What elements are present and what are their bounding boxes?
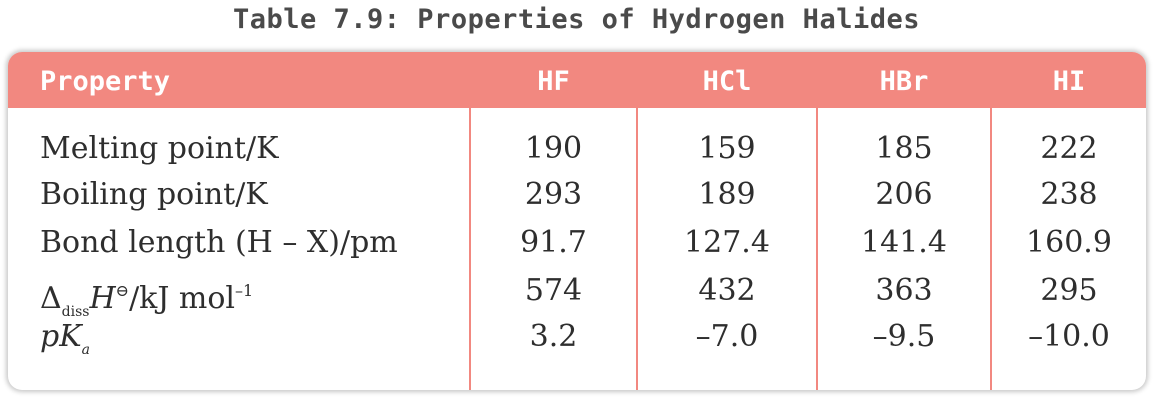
table-cell: 222 (1040, 131, 1098, 166)
table-cell: –7.0 (695, 319, 759, 354)
table-cell: 238 (1040, 177, 1098, 212)
table-cell: 295 (1040, 273, 1098, 308)
column-header-property: Property (40, 66, 171, 97)
table-header-row: Property HF HCl HBr HI (8, 52, 1146, 108)
table-cell: 91.7 (520, 225, 587, 260)
table-row: ΔdissH⊖/kJ mol–1 574 432 363 295 (8, 268, 1146, 320)
column-header-hbr: HBr (879, 66, 929, 97)
table-cell: –9.5 (872, 319, 936, 354)
table-cell: 189 (698, 177, 756, 212)
subscript: diss (61, 304, 90, 320)
column-divider (990, 108, 992, 390)
table-row: Boiling point/K 293 189 206 238 (8, 172, 1146, 218)
table-cell: 432 (698, 273, 756, 308)
table-cell: 3.2 (529, 319, 578, 354)
table-caption: Table 7.9: Properties of Hydrogen Halide… (233, 4, 920, 35)
table-row: Melting point/K 190 159 185 222 (8, 126, 1146, 172)
row-label: Boiling point/K (40, 177, 268, 212)
column-divider (816, 108, 818, 390)
subscript: a (81, 342, 90, 358)
unit-text: /kJ mol (129, 281, 236, 316)
row-label: Melting point/K (40, 131, 279, 166)
table-row: pKa 3.2 –7.0 –9.5 –10.0 (8, 314, 1146, 360)
standard-state-symbol: ⊖ (115, 281, 130, 300)
table-cell: 159 (698, 131, 756, 166)
enthalpy-symbol: H (89, 281, 116, 316)
column-header-hi: HI (1052, 66, 1086, 97)
table-cell: 141.4 (861, 225, 947, 260)
column-header-hcl: HCl (702, 66, 752, 97)
column-divider (469, 108, 471, 390)
table-cell: 185 (875, 131, 933, 166)
pka-symbol: pK (40, 319, 82, 354)
table-cell: 293 (524, 177, 583, 212)
table-cell: 190 (524, 131, 583, 166)
table-cell: 206 (875, 177, 933, 212)
column-divider (636, 108, 638, 390)
row-label: pKa (40, 314, 90, 360)
properties-table: Property HF HCl HBr HI Melting point/K 1… (8, 52, 1146, 390)
table-row: Bond length (H – X)/pm 91.7 127.4 141.4 … (8, 220, 1146, 266)
table-cell: 127.4 (684, 225, 770, 260)
table-cell: 574 (524, 273, 583, 308)
table-cell: 363 (875, 273, 933, 308)
superscript: –1 (235, 281, 254, 300)
column-header-hf: HF (537, 66, 570, 97)
row-label: ΔdissH⊖/kJ mol–1 (40, 268, 254, 320)
delta-symbol: Δ (40, 281, 62, 316)
table-cell: 160.9 (1026, 225, 1112, 260)
table-cell: –10.0 (1028, 319, 1110, 354)
row-label: Bond length (H – X)/pm (40, 225, 398, 260)
